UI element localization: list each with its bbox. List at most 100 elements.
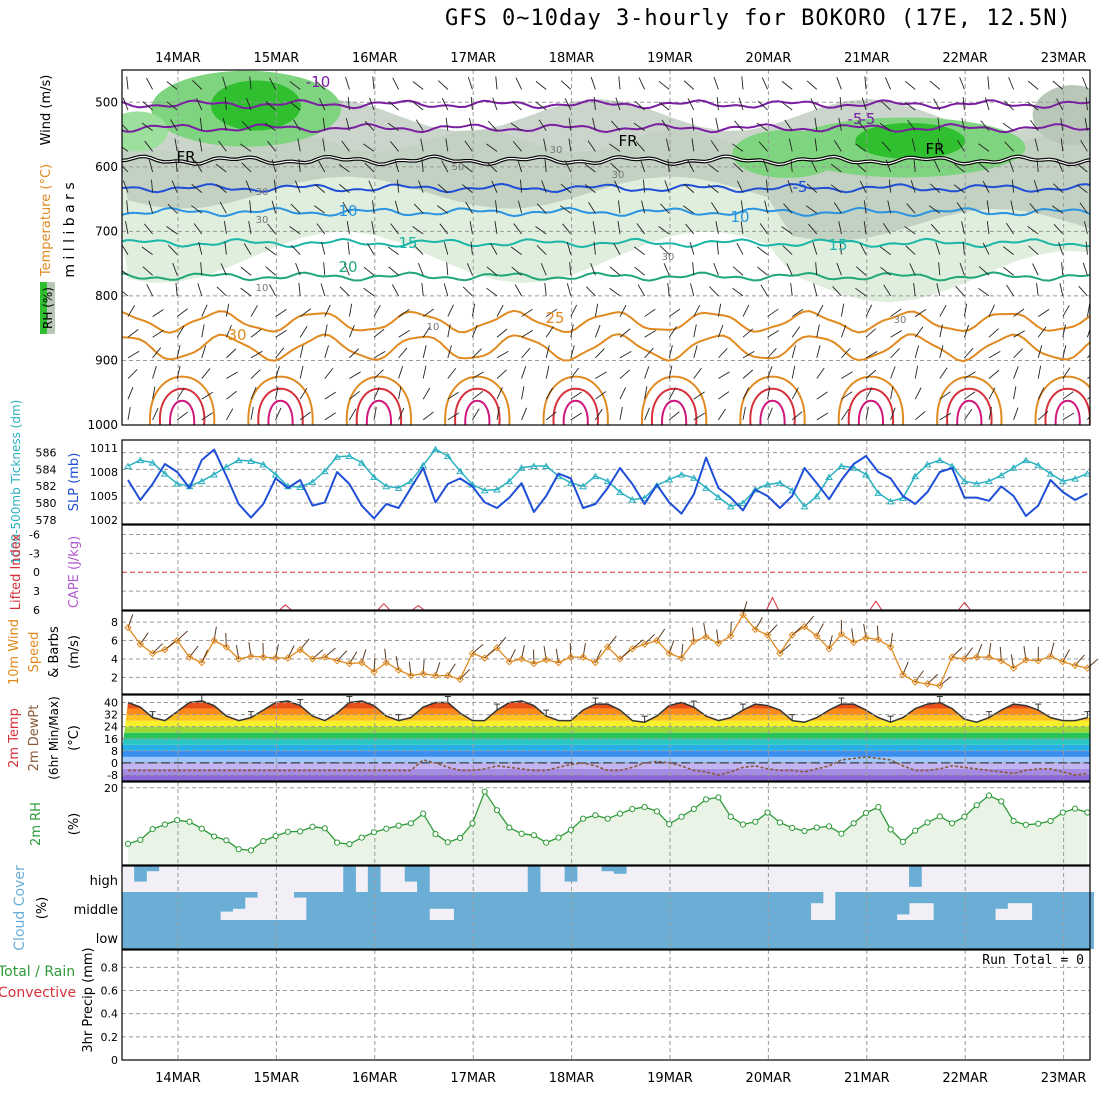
- wind-barb: [324, 304, 331, 317]
- wind-barb: [517, 200, 523, 214]
- cloud-bar-middle: [712, 892, 725, 920]
- wind-barb: [299, 325, 308, 338]
- wind-speed-point: [444, 671, 452, 680]
- wind-barb: [933, 160, 941, 173]
- wind-barb: [905, 245, 916, 255]
- wind-barb: [142, 101, 153, 111]
- wind-barb: [250, 350, 263, 359]
- precip-tick-label: 0.6: [101, 985, 119, 998]
- rh-point: [370, 829, 378, 836]
- wind-barb: [810, 160, 818, 173]
- thickness-point: [616, 488, 624, 496]
- thickness-point: [161, 470, 169, 477]
- cloud-bar-middle: [601, 892, 615, 920]
- wind-barb: [215, 163, 227, 173]
- cloud-bar-high: [601, 866, 615, 872]
- rh-point: [789, 824, 796, 832]
- isotherm-loop-45: [661, 399, 688, 425]
- wind-barb: [175, 282, 178, 296]
- wind-speed-point: [591, 658, 600, 667]
- wind-barb: [560, 183, 572, 193]
- isotherm-loop-35: [345, 375, 412, 425]
- wind-barb: [267, 140, 276, 152]
- thickness-point: [530, 462, 538, 470]
- wind-barb: [914, 326, 924, 338]
- wind-barb: [417, 263, 424, 276]
- wind-barb: [1062, 305, 1070, 317]
- wind-barb: [814, 117, 818, 131]
- wind-barb: [956, 202, 965, 214]
- wind-barb: [609, 287, 621, 297]
- wind-barb: [988, 350, 1001, 359]
- wind-barb: [388, 266, 399, 276]
- wind-speed-point: [616, 655, 624, 663]
- wind-barb: [462, 286, 473, 297]
- wind-barb: [962, 241, 965, 255]
- wind-barb: [1013, 407, 1019, 420]
- cloud-bar-middle: [404, 892, 418, 920]
- wind-barb: [1053, 223, 1064, 235]
- wind-barb: [879, 246, 891, 255]
- cloud-bar-middle: [490, 892, 504, 920]
- wind-barb: [363, 143, 375, 152]
- wind-barb: [191, 184, 203, 193]
- wind-barb: [496, 350, 509, 359]
- rh-point: [211, 833, 218, 840]
- rh-area: [128, 791, 1088, 865]
- wind-barb: [363, 266, 375, 276]
- rh-point: [887, 826, 894, 833]
- wind-barb: [756, 246, 768, 255]
- rh-point: [137, 836, 144, 844]
- wind-barb: [324, 368, 334, 379]
- wind-barb: [839, 97, 842, 111]
- wind-speed-point: [1034, 657, 1042, 665]
- date-label-top: 14MAR: [155, 51, 201, 66]
- wind-barb: [913, 158, 916, 173]
- wind-barb: [320, 283, 326, 297]
- wind-barb: [988, 387, 996, 400]
- cloud-bar-middle: [330, 892, 344, 920]
- wind-barb: [152, 329, 164, 338]
- wind-barb: [767, 407, 773, 421]
- wind-barb: [584, 184, 596, 193]
- wind-barb: [545, 365, 550, 379]
- wind-barb: [290, 203, 301, 214]
- ylabel-wind10-line4: (m/s): [67, 635, 82, 669]
- thickness-point: [886, 497, 895, 505]
- wind-barb: [732, 287, 744, 297]
- wind-barb: [216, 286, 227, 297]
- thickness-point: [136, 456, 145, 464]
- wind-barb: [443, 241, 449, 255]
- wind-barb: [535, 226, 547, 235]
- wind-barb: [521, 386, 525, 400]
- thickness-point: [960, 477, 969, 485]
- rh-point: [321, 825, 328, 832]
- thickness-point: [222, 463, 231, 470]
- wind-barb: [611, 120, 621, 131]
- thickness-point: [972, 480, 981, 487]
- isotherm-loop-45: [759, 399, 786, 425]
- wind-barb: [980, 120, 990, 131]
- wind-barb: [781, 80, 793, 90]
- wind-barb: [764, 200, 769, 214]
- wind-barb: [644, 386, 648, 400]
- wind-barb: [742, 387, 750, 400]
- wind-barb: [511, 266, 522, 276]
- freezing-level-line-inner: [122, 155, 1090, 166]
- thickness-point: [382, 482, 391, 490]
- wind-speed-point: [726, 632, 735, 640]
- wind-speed-point: [185, 653, 194, 661]
- rh-point: [149, 825, 156, 833]
- contour-label: FR: [925, 140, 944, 158]
- wind-barb: [570, 391, 582, 400]
- wind-barb: [668, 308, 681, 317]
- wind-barb: [241, 162, 252, 173]
- wind-barb: [467, 76, 473, 90]
- wind-barb: [758, 141, 768, 152]
- wind-barb: [593, 241, 596, 255]
- wind-barb: [490, 243, 498, 255]
- wind-barb: [201, 324, 205, 338]
- wind-barb: [220, 263, 227, 276]
- wind-barb: [240, 287, 252, 297]
- wind-barb: [560, 80, 572, 90]
